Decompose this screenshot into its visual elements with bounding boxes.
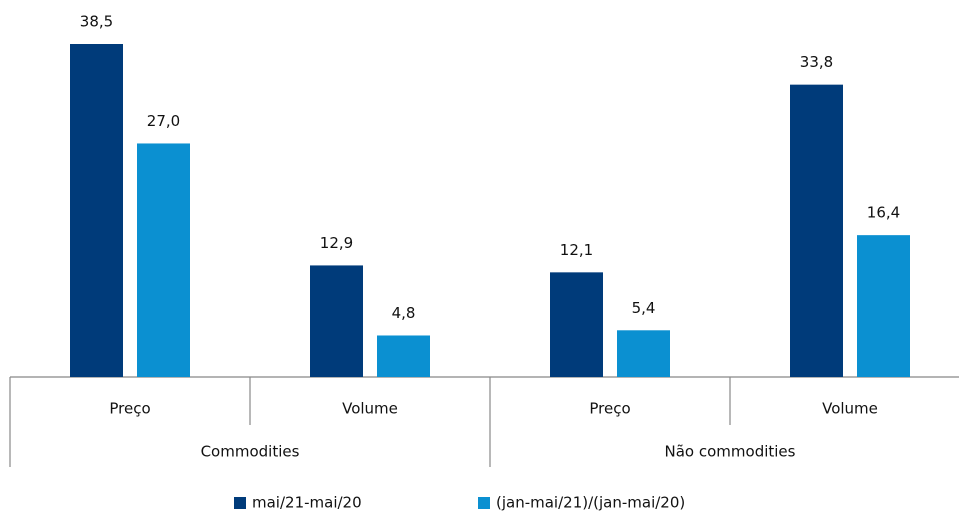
bar: [70, 44, 123, 377]
bar: [550, 272, 603, 377]
bar: [310, 265, 363, 377]
category-label: Preço: [589, 400, 630, 418]
value-label: 4,8: [392, 304, 416, 322]
value-label: 33,8: [800, 53, 833, 71]
legend-swatch: [478, 497, 490, 509]
value-label: 38,5: [80, 13, 113, 31]
bar: [857, 235, 910, 377]
category-label: Volume: [822, 400, 878, 418]
bar: [790, 84, 843, 377]
value-label: 12,9: [320, 234, 353, 252]
group-label: Não commodities: [665, 443, 796, 461]
category-label: Volume: [342, 400, 398, 418]
bar: [617, 330, 670, 377]
legend-label: mai/21-mai/20: [252, 494, 362, 512]
legend-label: (jan-mai/21)/(jan-mai/20): [496, 494, 685, 512]
value-label: 16,4: [867, 204, 900, 222]
bar: [137, 143, 190, 377]
value-label: 5,4: [632, 299, 656, 317]
group-label: Commodities: [201, 443, 300, 461]
category-label: Preço: [109, 400, 150, 418]
value-label: 27,0: [147, 112, 180, 130]
legend-swatch: [234, 497, 246, 509]
value-label: 12,1: [560, 241, 593, 259]
bar: [377, 335, 430, 377]
